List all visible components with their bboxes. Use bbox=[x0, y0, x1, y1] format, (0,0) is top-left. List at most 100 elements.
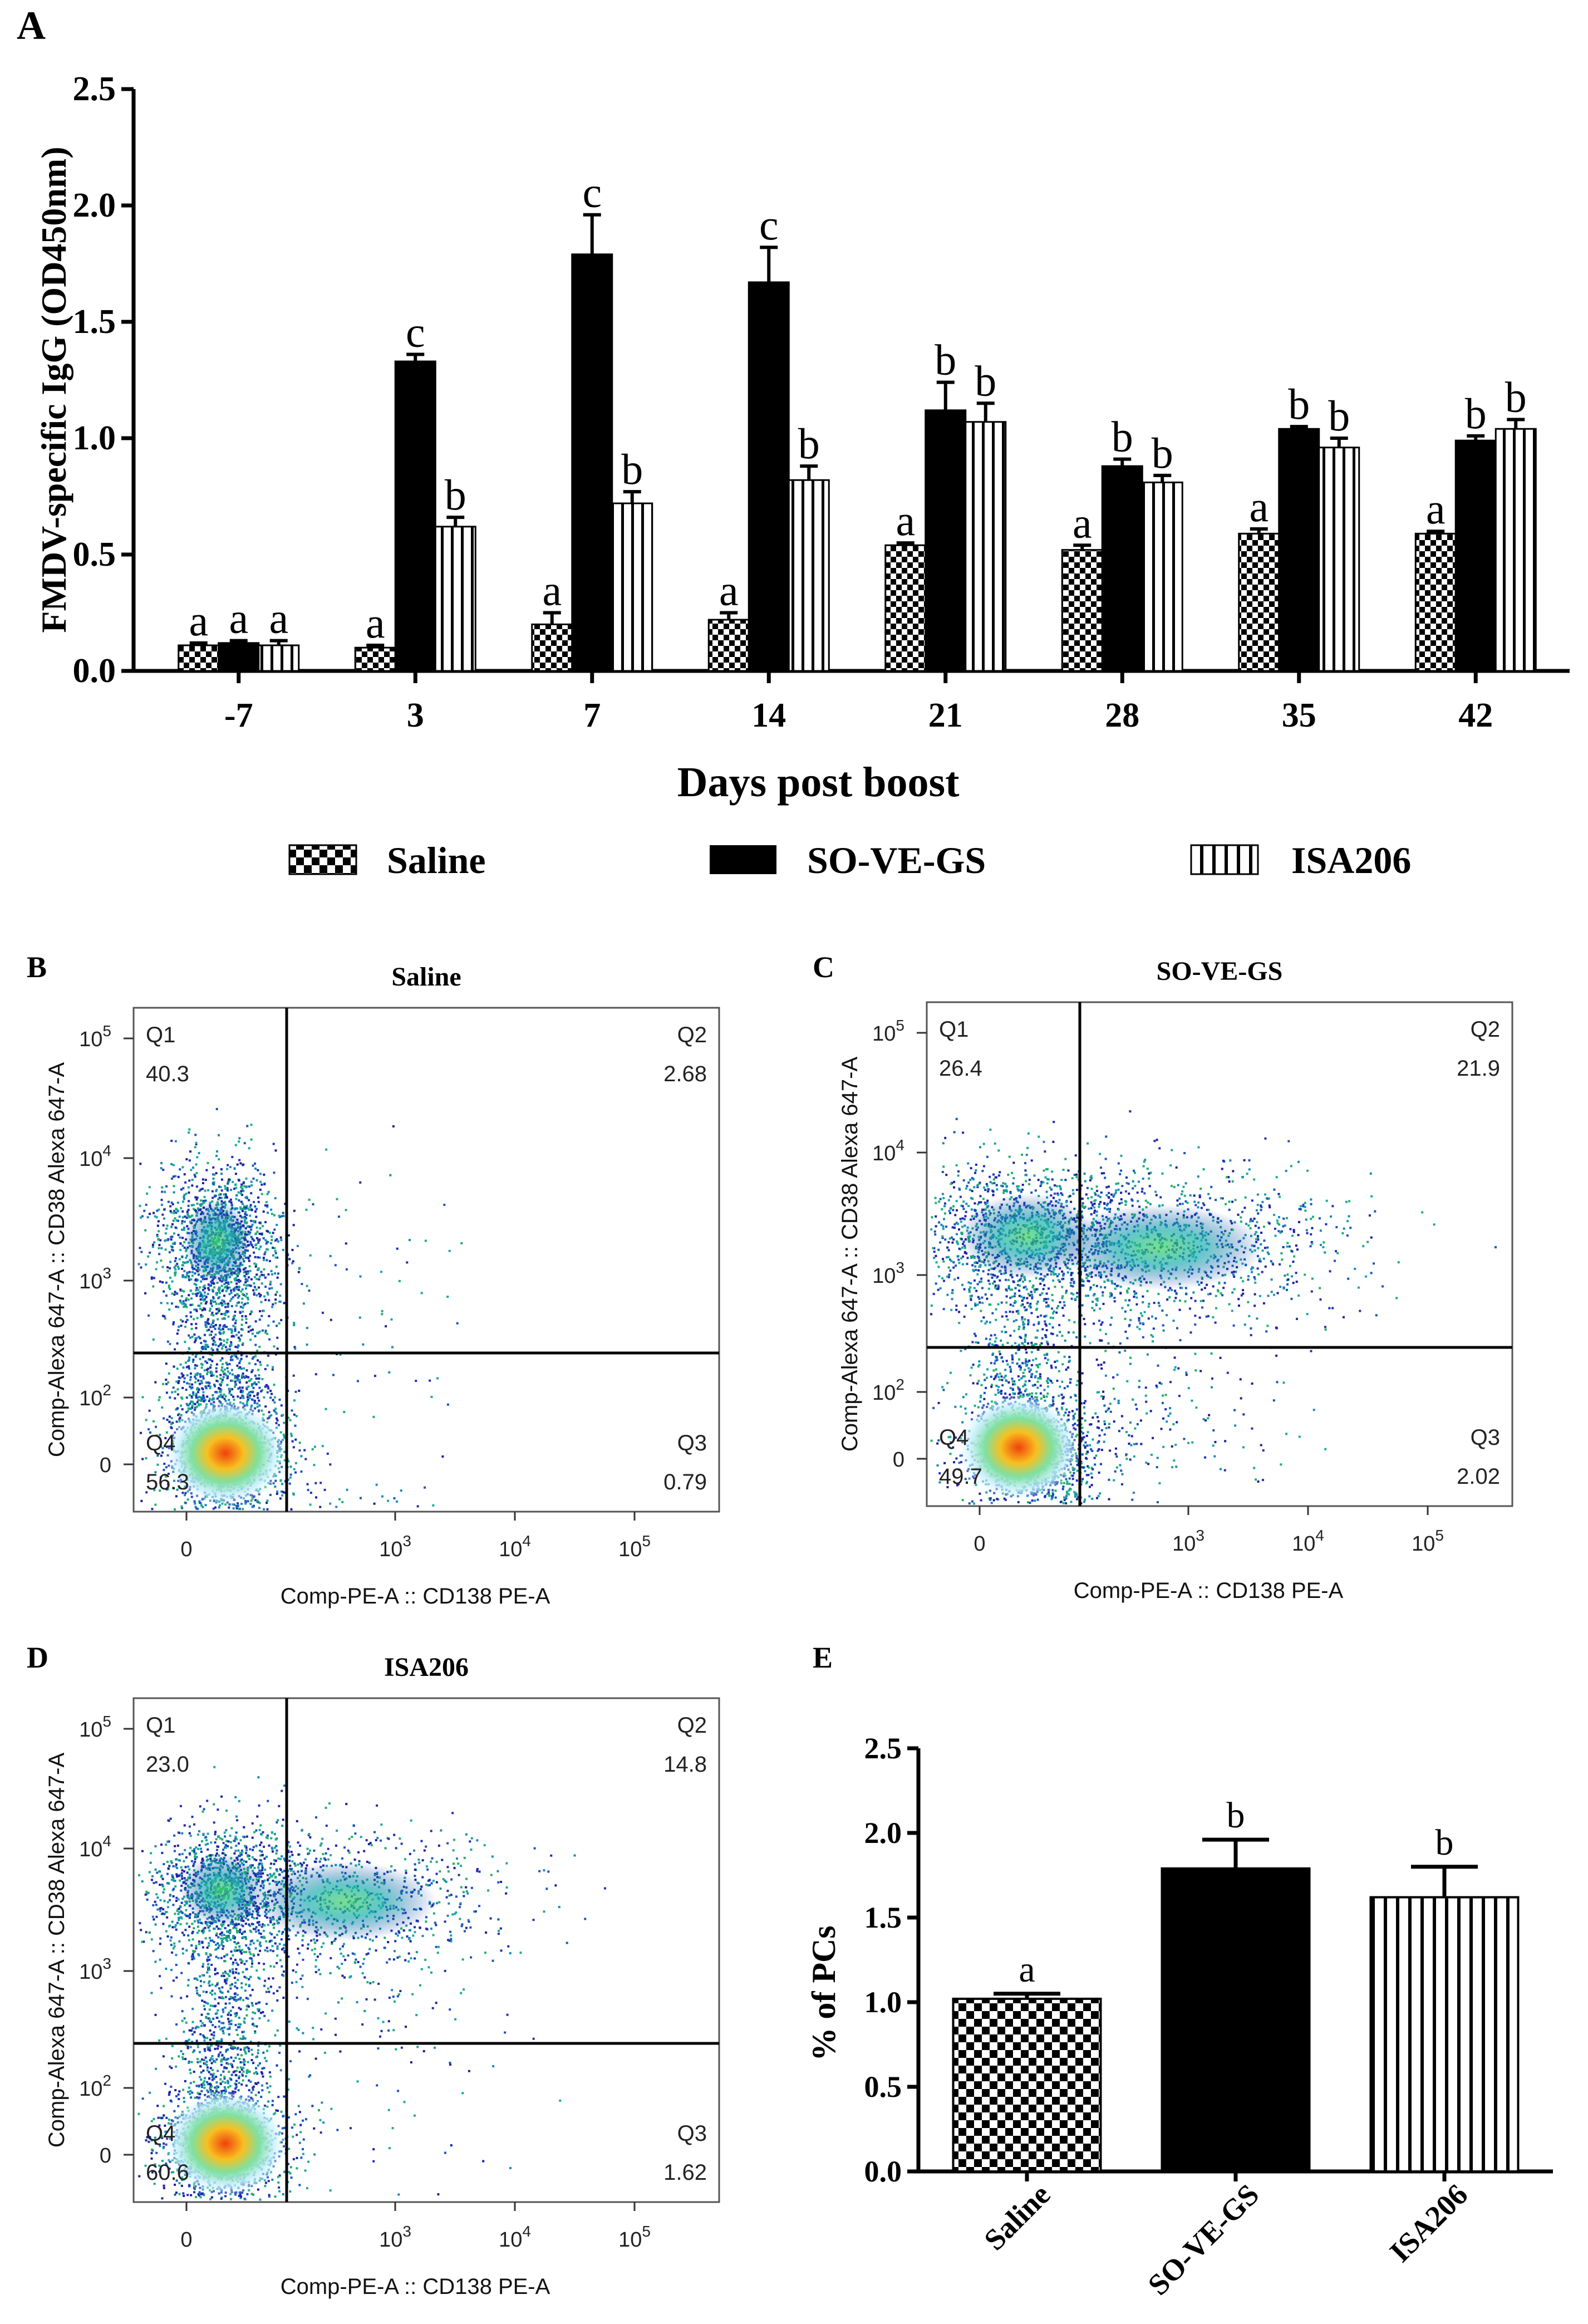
event-dot bbox=[197, 1391, 200, 1394]
event-dot bbox=[215, 1190, 218, 1193]
event-dot bbox=[276, 1238, 278, 1241]
event-dot bbox=[176, 1488, 179, 1491]
event-dot bbox=[343, 1410, 346, 1413]
event-dot bbox=[329, 1463, 332, 1466]
event-dot bbox=[234, 1330, 237, 1332]
event-dot bbox=[266, 1508, 269, 1511]
event-dot bbox=[213, 1173, 216, 1176]
event-dot bbox=[1088, 1280, 1090, 1283]
event-dot bbox=[170, 1225, 173, 1228]
event-dot bbox=[1086, 1186, 1089, 1189]
event-dot bbox=[931, 1216, 933, 1219]
event-dot bbox=[264, 1298, 267, 1301]
event-dot bbox=[1085, 1277, 1088, 1279]
quadrant-percent: 2.68 bbox=[663, 1062, 707, 1086]
event-dot bbox=[243, 1271, 245, 1274]
event-dot bbox=[1110, 1193, 1113, 1196]
event-dot bbox=[215, 1188, 218, 1191]
event-dot bbox=[289, 1419, 292, 1421]
event-dot bbox=[164, 1190, 166, 1193]
event-dot bbox=[200, 1380, 203, 1382]
event-dot bbox=[146, 1192, 149, 1195]
event-dot bbox=[291, 1409, 293, 1412]
event-dot bbox=[955, 1164, 958, 1166]
event-dot bbox=[165, 1379, 168, 1381]
event-dot bbox=[181, 1166, 184, 1169]
event-dot bbox=[257, 1238, 259, 1241]
event-dot bbox=[430, 1395, 433, 1398]
event-dot bbox=[218, 1288, 221, 1291]
event-dot bbox=[1046, 1178, 1049, 1180]
event-dot bbox=[220, 1369, 223, 1372]
event-dot bbox=[153, 1277, 155, 1279]
event-dot bbox=[218, 1287, 221, 1290]
event-dot bbox=[183, 1198, 185, 1200]
event-dot bbox=[161, 1266, 164, 1268]
event-dot bbox=[1256, 1193, 1259, 1196]
event-dot bbox=[148, 1409, 151, 1412]
event-dot bbox=[267, 1293, 269, 1296]
event-dot bbox=[1181, 1193, 1183, 1196]
event-dot bbox=[225, 1310, 228, 1312]
event-dot bbox=[191, 1353, 194, 1356]
event-dot bbox=[188, 1356, 191, 1359]
event-dot bbox=[1032, 1284, 1035, 1287]
event-dot bbox=[187, 1407, 190, 1410]
event-dot bbox=[195, 1394, 198, 1397]
event-dot bbox=[179, 1168, 181, 1171]
event-dot bbox=[965, 1305, 967, 1307]
event-dot bbox=[137, 1263, 140, 1266]
event-dot bbox=[166, 1266, 169, 1269]
event-dot bbox=[185, 1321, 188, 1323]
flow-x-label: Comp-PE-A :: CD138 PE-A bbox=[281, 1584, 550, 1609]
event-dot bbox=[214, 1385, 217, 1387]
event-dot bbox=[944, 1238, 947, 1241]
event-dot bbox=[232, 1180, 234, 1183]
event-dot bbox=[258, 1404, 261, 1407]
event-dot bbox=[266, 1259, 268, 1262]
event-dot bbox=[185, 1299, 188, 1302]
event-dot bbox=[207, 1371, 209, 1374]
event-dot bbox=[267, 1273, 270, 1276]
event-dot bbox=[982, 1316, 985, 1319]
bar-isa206 bbox=[965, 421, 1007, 672]
event-dot bbox=[255, 1377, 258, 1380]
event-dot bbox=[257, 1200, 260, 1203]
event-dot bbox=[996, 1275, 999, 1278]
event-dot bbox=[150, 1276, 153, 1279]
event-dot bbox=[200, 1280, 203, 1283]
event-dot bbox=[989, 1321, 991, 1324]
event-dot bbox=[191, 1404, 194, 1407]
event-dot bbox=[258, 1232, 261, 1235]
event-dot bbox=[289, 1473, 292, 1476]
event-dot bbox=[933, 1230, 936, 1233]
event-dot bbox=[194, 1381, 197, 1384]
panel-label-a: A bbox=[17, 3, 46, 48]
event-dot bbox=[957, 1223, 960, 1225]
event-dot bbox=[958, 1247, 961, 1250]
event-dot bbox=[213, 1384, 216, 1386]
event-dot bbox=[266, 1364, 269, 1367]
event-dot bbox=[288, 1482, 291, 1485]
event-dot bbox=[242, 1190, 245, 1193]
event-dot bbox=[193, 1174, 196, 1176]
event-dot bbox=[226, 1288, 229, 1291]
event-dot bbox=[982, 1198, 985, 1200]
event-dot bbox=[225, 1290, 228, 1292]
event-dot bbox=[164, 1317, 166, 1320]
event-dot bbox=[953, 1131, 956, 1134]
event-dot bbox=[205, 1169, 208, 1171]
event-dot bbox=[303, 1449, 306, 1452]
event-dot bbox=[239, 1390, 242, 1393]
event-dot bbox=[947, 1249, 950, 1252]
event-dot bbox=[227, 1281, 230, 1284]
event-dot bbox=[175, 1212, 178, 1214]
event-dot bbox=[208, 1284, 211, 1287]
event-dot bbox=[201, 1506, 204, 1508]
event-dot bbox=[244, 1213, 247, 1215]
event-dot bbox=[181, 1398, 184, 1400]
event-dot bbox=[194, 1146, 196, 1149]
event-dot bbox=[990, 1334, 992, 1337]
event-dot bbox=[215, 1308, 218, 1311]
event-dot bbox=[147, 1255, 150, 1258]
